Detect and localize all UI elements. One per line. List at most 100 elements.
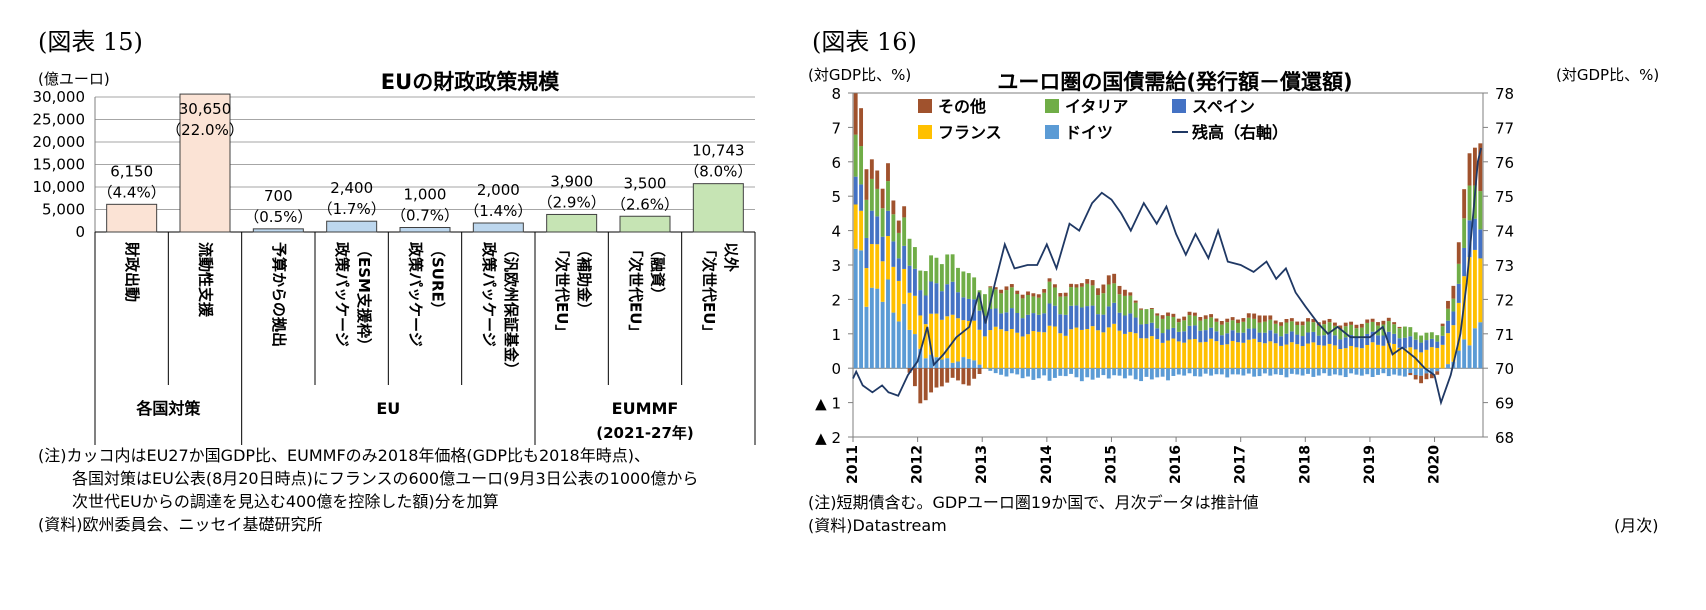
right-stack-segment [1440, 326, 1445, 336]
left-group-sublabel: (2021-27年) [596, 424, 694, 442]
right-stack-segment [1192, 312, 1197, 316]
right-stack-segment [988, 368, 993, 371]
right-stack-segment [1359, 368, 1364, 376]
right-stack-segment [1392, 343, 1397, 369]
right-x-year-label: 2019 [1362, 445, 1378, 484]
right-stack-segment [1252, 328, 1257, 339]
right-stack-segment [1322, 368, 1327, 374]
left-category-label: （融資） [649, 242, 667, 302]
left-bar-value-label: 10,743 [692, 142, 745, 160]
right-x-year-label: 2011 [845, 445, 861, 484]
right-stack-segment [1273, 368, 1278, 375]
right-stack-segment [1026, 368, 1030, 377]
right-stack-segment [1058, 368, 1063, 376]
right-stack-segment [1225, 368, 1230, 378]
right-stack-segment [1133, 317, 1138, 334]
right-stack-segment [1279, 325, 1284, 337]
right-stack-segment [1155, 328, 1160, 340]
right-stack-segment [1171, 316, 1176, 328]
right-stack-segment [1096, 314, 1100, 331]
right-stack-segment [1155, 339, 1160, 369]
right-stack-segment [1058, 293, 1063, 297]
right-stack-segment [923, 271, 928, 296]
right-stack-segment [1262, 343, 1267, 369]
right-stack-segment [1042, 292, 1047, 314]
left-category-label: 以外 [722, 242, 740, 272]
right-stack-segment [1408, 372, 1413, 376]
right-stack-segment [1478, 191, 1483, 230]
right-stack-segment [1311, 322, 1316, 332]
right-stack-segment [929, 255, 934, 282]
right-left-tick-label: 0 [831, 360, 841, 378]
right-stack-segment [1026, 334, 1030, 369]
right-stack-segment [1279, 345, 1284, 369]
right-stack-segment [1166, 329, 1170, 341]
right-legend-label: その他 [938, 97, 986, 116]
left-y-tick: 15,000 [33, 156, 86, 174]
left-category-label: （SURE） [429, 242, 447, 317]
right-stack-segment [988, 286, 993, 288]
right-right-tick-label: 75 [1495, 188, 1514, 206]
right-stack-segment [1042, 313, 1047, 333]
right-stack-segment [1085, 306, 1090, 330]
right-stack-segment [1192, 339, 1197, 369]
right-stack-segment [1246, 339, 1251, 369]
right-stack-segment [1467, 185, 1472, 221]
right-stack-segment [1246, 368, 1251, 374]
right-legend-swatch [918, 125, 932, 139]
right-stack-segment [1020, 294, 1025, 299]
right-stack-segment [1300, 346, 1305, 369]
right-legend-swatch [1172, 99, 1186, 113]
right-stack-segment [1009, 328, 1014, 369]
right-stack-segment [1074, 327, 1079, 369]
right-stack-segment [1246, 317, 1251, 329]
right-stack-segment [1279, 336, 1284, 346]
right-stack-segment [1446, 320, 1450, 334]
right-stack-segment [1241, 368, 1246, 376]
right-stack-segment [869, 210, 874, 245]
left-bar-pct-label: （1.7%） [318, 200, 386, 218]
right-x-year-label: 2020 [1427, 445, 1443, 484]
right-stack-segment [1359, 323, 1364, 328]
left-bar-pct-label: （2.9%） [538, 193, 606, 211]
right-stack-segment [1284, 333, 1289, 345]
right-stack-segment [1230, 317, 1235, 321]
right-stack-segment [1435, 347, 1440, 369]
right-stack-segment [1451, 325, 1456, 362]
right-stack-segment [1397, 347, 1402, 369]
right-stack-segment [1187, 339, 1192, 369]
right-stack-segment [1472, 147, 1477, 186]
right-stack-segment [880, 236, 885, 262]
right-stack-segment [1166, 340, 1170, 369]
right-stack-segment [1192, 368, 1197, 377]
right-stack-segment [1462, 189, 1467, 219]
right-stack-segment [923, 324, 928, 359]
right-stack-segment [1327, 318, 1332, 323]
right-stack-segment [1182, 342, 1187, 369]
right-stack-segment [1058, 314, 1063, 334]
right-stack-segment [1004, 312, 1009, 332]
right-stack-segment [1133, 302, 1138, 318]
right-stack-segment [1349, 324, 1354, 336]
right-stack-segment [1332, 322, 1337, 326]
right-stack-segment [966, 273, 971, 299]
right-stack-segment [912, 295, 917, 335]
right-stack-segment [1343, 368, 1348, 378]
right-stack-segment [1316, 345, 1321, 369]
right-stack-segment [853, 248, 858, 369]
right-stack-segment [1386, 342, 1391, 369]
right-left-tick-label: 4 [831, 223, 841, 241]
right-x-year-label: 2015 [1103, 445, 1119, 484]
left-bar-pct-label: （0.7%） [391, 207, 459, 225]
right-left-tick-label: 5 [831, 188, 841, 206]
right-stack-segment [1381, 368, 1386, 374]
right-stack-segment [1074, 368, 1079, 378]
right-stack-segment [1225, 344, 1230, 369]
right-stack-segment [1262, 321, 1267, 333]
right-stack-segment [1122, 368, 1127, 379]
right-stack-segment [1074, 305, 1079, 328]
right-stack-segment [1026, 294, 1030, 315]
right-stack-segment [1047, 303, 1052, 326]
right-stack-segment [902, 217, 907, 246]
right-stack-segment [1096, 288, 1100, 296]
